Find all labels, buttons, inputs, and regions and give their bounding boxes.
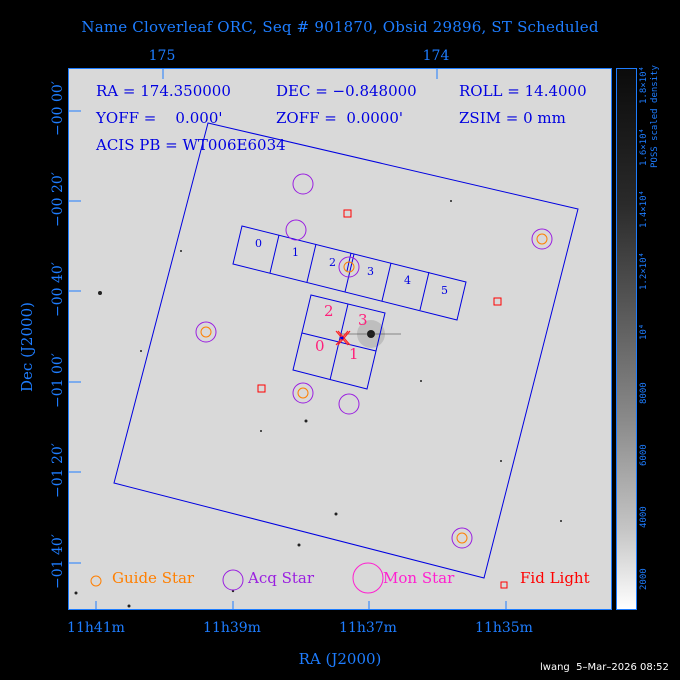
acis-s-chip-5: 5: [441, 284, 448, 297]
yoff-value: YOFF = 0.000': [96, 109, 223, 127]
acis-s-chip-1: 1: [292, 246, 299, 259]
zoff-value: ZOFF = 0.0000': [276, 109, 404, 127]
colorbar: [616, 68, 637, 610]
x-tick-3: 11h35m: [475, 620, 533, 636]
overlay-graphics: [69, 69, 579, 609]
colorbar-tick-2000: 2000: [639, 568, 649, 590]
x-tick-1: 11h39m: [203, 620, 261, 636]
y-tick-4: −01 20′: [50, 443, 66, 498]
top-axis-tick-175: 175: [148, 48, 176, 64]
x-tick-0: 11h41m: [67, 620, 125, 636]
colorbar-tick-16000: 1.6×10⁴: [639, 128, 649, 166]
y-axis-title: Dec (J2000): [18, 302, 36, 392]
legend-fid-light: Fid Light: [520, 569, 590, 587]
top-axis-tick-174: 174: [422, 48, 450, 64]
acis-i-chip-1: 1: [349, 345, 359, 363]
acis-s-chip-0: 0: [255, 237, 262, 250]
acis-i-chip-3: 3: [358, 311, 368, 329]
colorbar-title: POSS scaled density: [650, 65, 660, 168]
plot-title: Name Cloverleaf ORC, Seq # 901870, Obsid…: [81, 18, 599, 36]
acis-s-chip-2: 2: [329, 256, 336, 269]
acis-i-chip-2: 2: [324, 302, 334, 320]
y-tick-2: −00 40′: [50, 262, 66, 317]
colorbar-tick-8000: 8000: [639, 382, 649, 404]
x-axis-title: RA (J2000): [298, 650, 382, 668]
y-tick-5: −01 40′: [50, 534, 66, 589]
roll-value: ROLL = 14.4000: [459, 82, 587, 100]
x-tick-2: 11h37m: [339, 620, 397, 636]
colorbar-tick-6000: 6000: [639, 444, 649, 466]
acis-i-chip-0: 0: [315, 337, 325, 355]
acis-s-chip-4: 4: [404, 274, 411, 287]
legend-acq-star: Acq Star: [248, 569, 315, 587]
colorbar-tick-18000: 1.8×10⁴: [639, 66, 649, 104]
user-timestamp: lwang 5–Mar–2026 08:52: [540, 662, 669, 673]
colorbar-tick-10000: 10⁴: [639, 323, 649, 340]
acis-s-chip-3: 3: [367, 265, 374, 278]
y-tick-3: −01 00′: [50, 353, 66, 408]
colorbar-tick-14000: 1.4×10⁴: [639, 190, 649, 228]
dec-value: DEC = −0.848000: [276, 82, 417, 100]
legend-guide-star: Guide Star: [112, 569, 195, 587]
ra-value: RA = 174.350000: [96, 82, 231, 100]
zsim-value: ZSIM = 0 mm: [459, 109, 566, 127]
colorbar-tick-12000: 1.2×10⁴: [639, 252, 649, 290]
y-tick-1: −00 20′: [50, 172, 66, 227]
y-tick-0: −00 00′: [50, 81, 66, 136]
acis-pb-value: ACIS PB = WT006E6034: [96, 136, 286, 154]
sky-image-plot[interactable]: RA = 174.350000 DEC = −0.848000 ROLL = 1…: [68, 68, 612, 610]
legend-mon-star: Mon Star: [383, 569, 455, 587]
colorbar-tick-4000: 4000: [639, 506, 649, 528]
